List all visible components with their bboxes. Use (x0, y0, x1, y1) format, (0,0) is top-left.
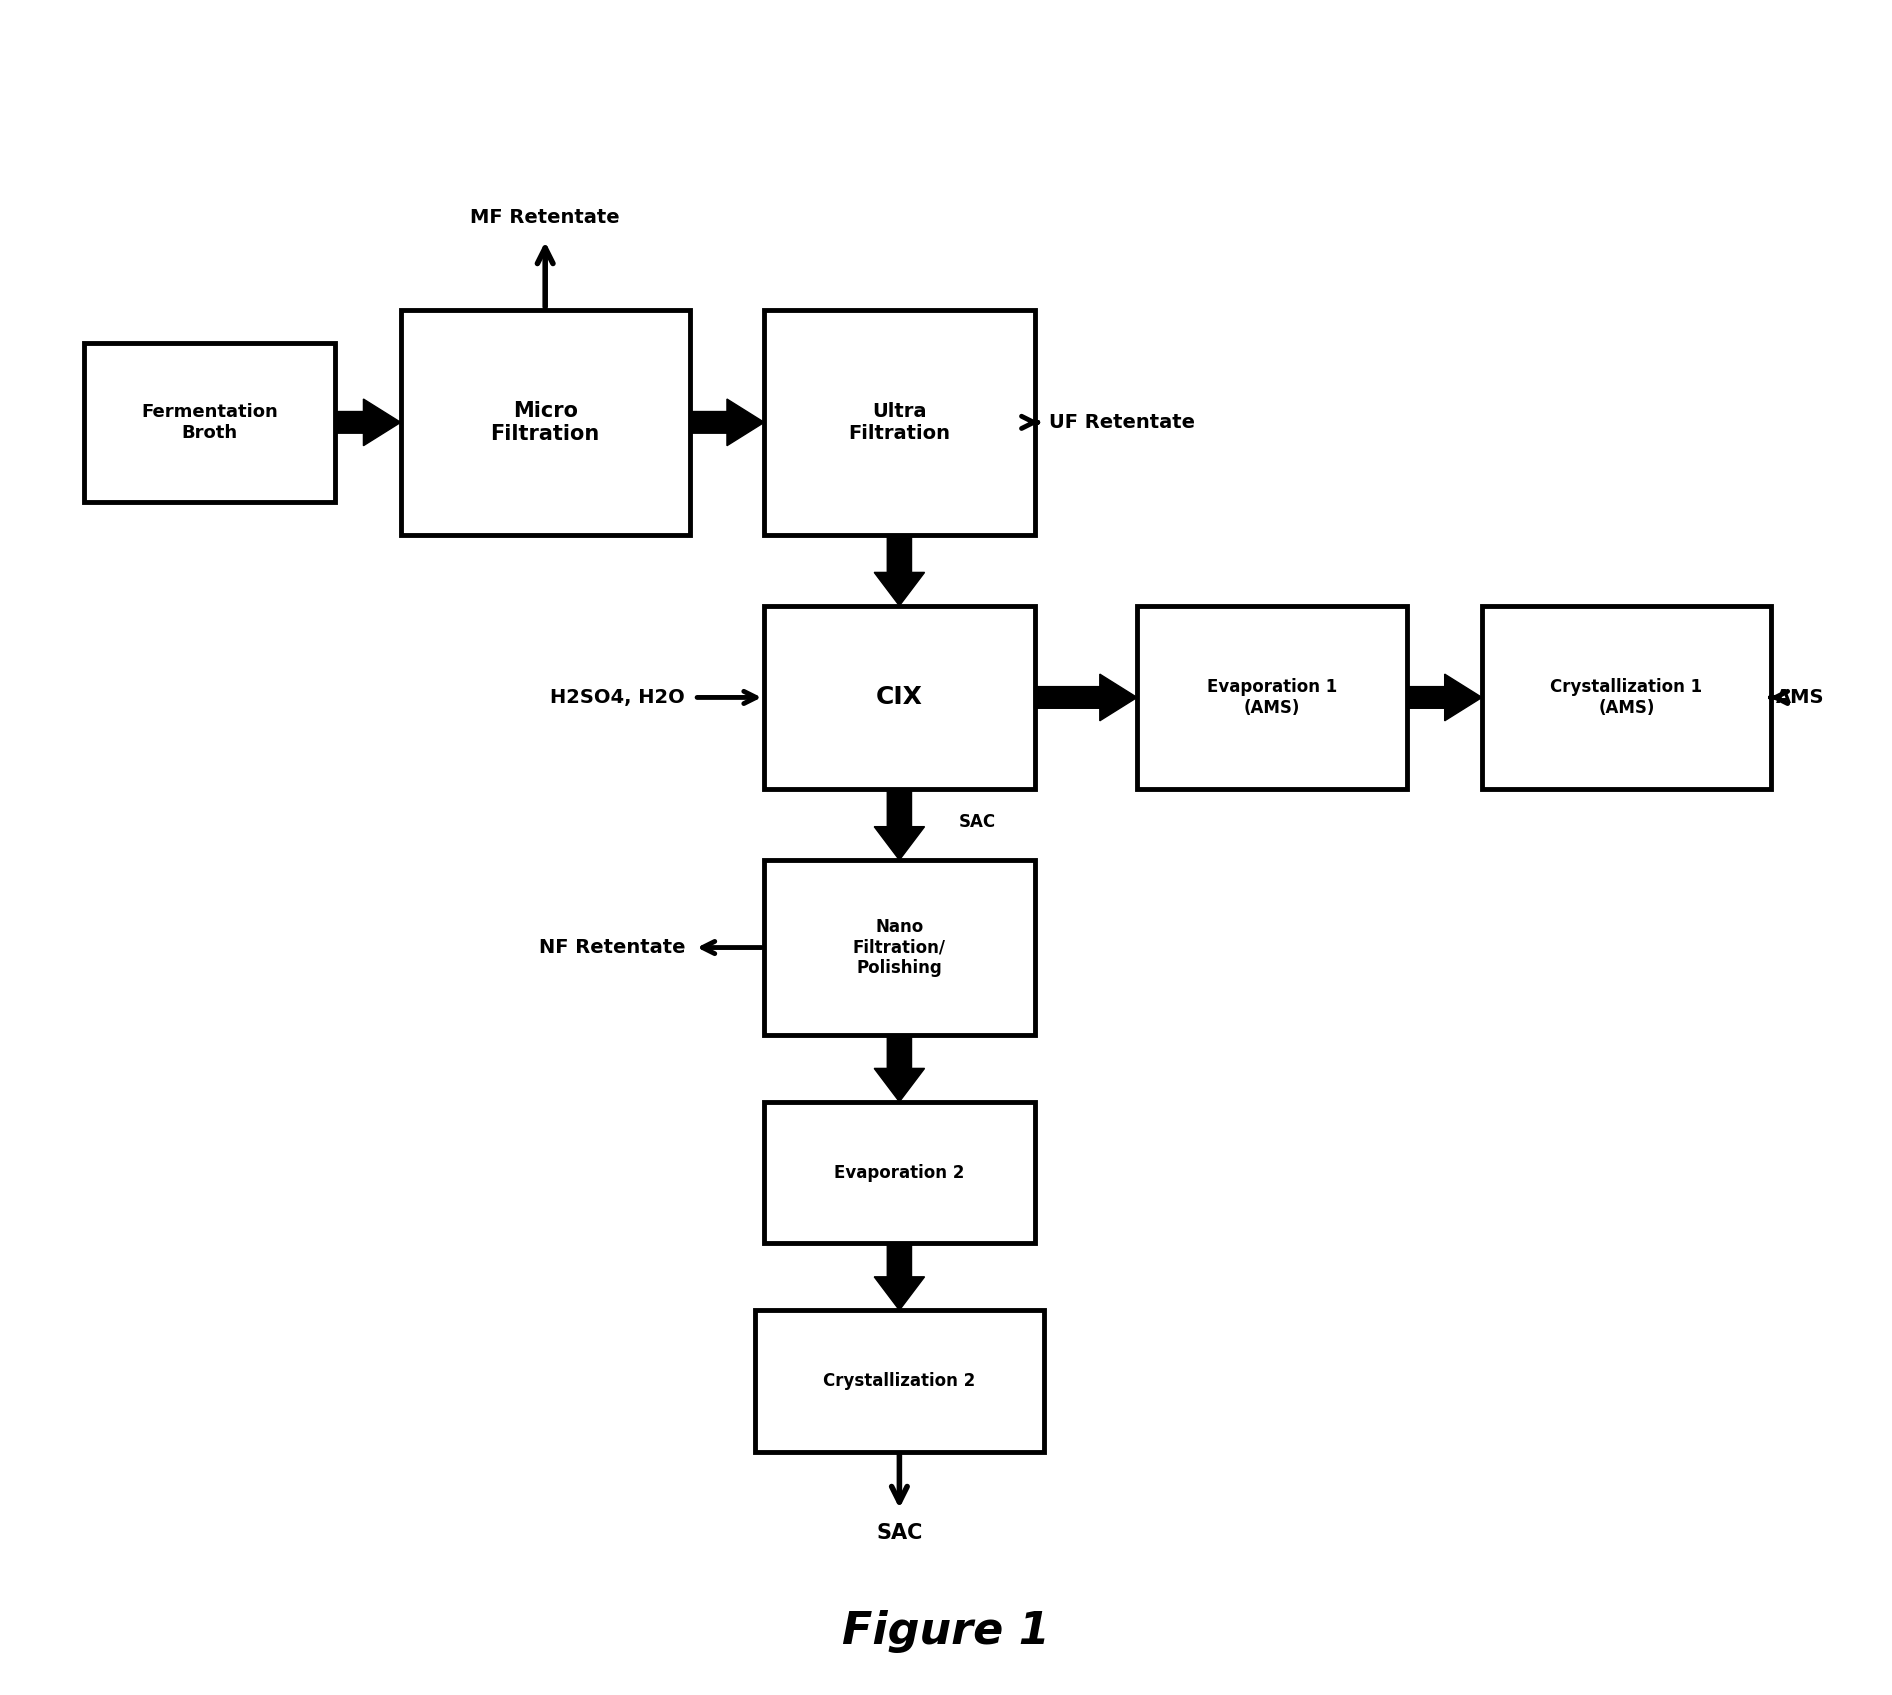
FancyBboxPatch shape (764, 605, 1035, 790)
FancyBboxPatch shape (755, 1310, 1044, 1453)
Text: CIX: CIX (876, 685, 923, 710)
Polygon shape (335, 398, 401, 446)
Text: Evaporation 2: Evaporation 2 (834, 1163, 965, 1181)
Text: Nano
Filtration/
Polishing: Nano Filtration/ Polishing (853, 917, 946, 978)
Polygon shape (874, 1036, 925, 1102)
Text: Crystallization 2: Crystallization 2 (823, 1371, 976, 1390)
Polygon shape (874, 536, 925, 605)
Polygon shape (874, 1244, 925, 1310)
FancyBboxPatch shape (1137, 605, 1408, 790)
Text: MF Retentate: MF Retentate (471, 208, 621, 227)
Text: Evaporation 1
(AMS): Evaporation 1 (AMS) (1207, 678, 1338, 717)
Text: SAC: SAC (959, 814, 997, 832)
Polygon shape (1408, 675, 1481, 720)
Text: Ultra
Filtration: Ultra Filtration (848, 402, 950, 442)
Text: NF Retentate: NF Retentate (539, 937, 685, 958)
Text: Figure 1: Figure 1 (842, 1610, 1050, 1653)
FancyBboxPatch shape (1481, 605, 1771, 790)
Text: H2SO4, H2O: H2SO4, H2O (551, 688, 685, 707)
Text: UF Retentate: UF Retentate (1048, 414, 1194, 432)
FancyBboxPatch shape (401, 310, 691, 536)
FancyBboxPatch shape (764, 310, 1035, 536)
FancyBboxPatch shape (83, 342, 335, 502)
Text: Micro
Filtration: Micro Filtration (490, 400, 600, 444)
FancyBboxPatch shape (764, 1102, 1035, 1244)
FancyBboxPatch shape (764, 859, 1035, 1036)
Text: AMS: AMS (1775, 688, 1824, 707)
Polygon shape (691, 398, 764, 446)
Polygon shape (874, 790, 925, 859)
Text: Fermentation
Broth: Fermentation Broth (142, 403, 278, 442)
Text: SAC: SAC (876, 1522, 923, 1542)
Polygon shape (1035, 675, 1137, 720)
Text: Crystallization 1
(AMS): Crystallization 1 (AMS) (1550, 678, 1703, 717)
